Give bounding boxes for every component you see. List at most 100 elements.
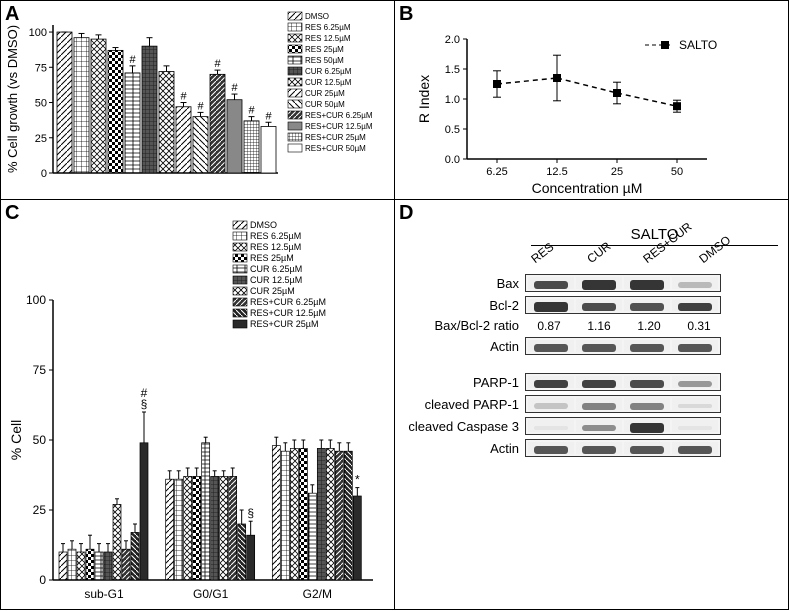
svg-text:RES 12.5µM: RES 12.5µM (250, 242, 301, 252)
band (528, 442, 574, 454)
panel-c-chart: 0255075100% Cellsub-G1§#G0/G1§G2/M*DMSOR… (1, 200, 396, 611)
svg-text:75: 75 (35, 62, 47, 74)
svg-text:RES+CUR 12.5µM: RES+CUR 12.5µM (250, 308, 326, 318)
panel-d: D SALTORESCURRES+CURDMSOBaxBcl-2Bax/Bcl-… (394, 199, 789, 610)
panel-d-blots: SALTORESCURRES+CURDMSOBaxBcl-2Bax/Bcl-2 … (405, 226, 778, 461)
band (672, 442, 718, 454)
svg-text:50: 50 (671, 166, 683, 178)
svg-text:Concentration µM: Concentration µM (532, 180, 643, 196)
svg-text:RES 25µM: RES 25µM (250, 253, 294, 263)
band (624, 277, 670, 289)
svg-text:#: # (180, 91, 187, 103)
row-label: Bax (405, 276, 525, 291)
svg-text:50: 50 (33, 433, 47, 447)
svg-text:RES+CUR 25µM: RES+CUR 25µM (250, 319, 318, 329)
svg-text:§: § (247, 506, 254, 520)
svg-text:RES 50µM: RES 50µM (305, 56, 344, 65)
svg-text:RES 25µM: RES 25µM (305, 45, 344, 54)
blot-strip (525, 395, 721, 413)
svg-text:0.0: 0.0 (445, 154, 460, 166)
band (624, 299, 670, 311)
band (624, 442, 670, 454)
svg-text:RES 12.5µM: RES 12.5µM (305, 34, 351, 43)
svg-text:*: * (355, 473, 360, 487)
svg-text:100: 100 (29, 27, 47, 39)
panel-c: C 0255075100% Cellsub-G1§#G0/G1§G2/M*DMS… (0, 199, 395, 610)
band (576, 299, 622, 311)
svg-text:25: 25 (35, 133, 47, 145)
svg-text:0: 0 (39, 573, 46, 587)
band (576, 442, 622, 454)
svg-text:1.0: 1.0 (445, 94, 460, 106)
ratio-value: 0.31 (675, 319, 723, 333)
svg-text:50: 50 (35, 98, 47, 110)
row-label: Bax/Bcl-2 ratio (405, 318, 525, 333)
svg-text:0.5: 0.5 (445, 124, 460, 136)
svg-text:CUR 6.25µM: CUR 6.25µM (250, 264, 302, 274)
svg-text:#: # (197, 100, 204, 112)
svg-text:CUR 25µM: CUR 25µM (305, 89, 345, 98)
band (576, 376, 622, 388)
ratio-row: Bax/Bcl-2 ratio0.871.161.200.31 (405, 318, 778, 333)
svg-text:25: 25 (33, 503, 47, 517)
band (624, 340, 670, 352)
row-label: PARP-1 (405, 375, 525, 390)
svg-text:75: 75 (33, 363, 47, 377)
panel-a-chart: 0255075100% Cell growth (vs DMSO)#######… (1, 1, 396, 201)
panel-b-label: B (399, 3, 413, 26)
band (624, 376, 670, 388)
blot-row: Bax (405, 274, 778, 292)
blot-strip (525, 417, 721, 435)
row-label: Bcl-2 (405, 298, 525, 313)
svg-text:CUR 50µM: CUR 50µM (305, 100, 345, 109)
blot-row: cleaved PARP-1 (405, 395, 778, 413)
svg-text:RES+CUR 6.25µM: RES+CUR 6.25µM (250, 297, 326, 307)
band (528, 277, 574, 289)
band (672, 398, 718, 410)
svg-text:CUR 12.5µM: CUR 12.5µM (250, 275, 302, 285)
blot-row: Actin (405, 337, 778, 355)
svg-text:SALTO: SALTO (679, 38, 717, 52)
svg-text:DMSO: DMSO (250, 220, 277, 230)
blot-strip (525, 337, 721, 355)
panel-a-label: A (5, 3, 19, 26)
band (672, 376, 718, 388)
blot-row: cleaved Caspase 3 (405, 417, 778, 435)
blot-strip (525, 373, 721, 391)
svg-text:RES+CUR 6.25µM: RES+CUR 6.25µM (305, 111, 373, 120)
svg-text:#: # (231, 82, 238, 94)
svg-text:25: 25 (611, 166, 623, 178)
svg-text:100: 100 (26, 293, 46, 307)
svg-text:6.25: 6.25 (486, 166, 507, 178)
svg-text:#: # (141, 386, 148, 400)
band (576, 277, 622, 289)
ratio-value: 1.16 (575, 319, 623, 333)
svg-text:CUR 12.5µM: CUR 12.5µM (305, 78, 352, 87)
svg-text:DMSO: DMSO (305, 12, 329, 21)
panel-b-chart: 0.00.51.01.52.0R Index6.2512.52550Concen… (395, 1, 789, 201)
blot-strip (525, 439, 721, 457)
band (576, 340, 622, 352)
band (528, 340, 574, 352)
band (624, 420, 670, 432)
svg-text:CUR 25µM: CUR 25µM (250, 286, 295, 296)
band (672, 277, 718, 289)
ratio-value: 0.87 (525, 319, 573, 333)
svg-text:RES 6.25µM: RES 6.25µM (250, 231, 301, 241)
svg-text:RES+CUR 50µM: RES+CUR 50µM (305, 144, 366, 153)
svg-text:CUR 6.25µM: CUR 6.25µM (305, 67, 352, 76)
band (528, 420, 574, 432)
svg-text:G2/M: G2/M (303, 587, 332, 601)
svg-text:#: # (214, 58, 221, 70)
svg-text:#: # (265, 110, 272, 122)
svg-text:% Cell growth (vs DMSO): % Cell growth (vs DMSO) (5, 25, 20, 173)
svg-text:#: # (129, 54, 136, 66)
panel-c-label: C (5, 202, 19, 225)
panel-a: A 0255075100% Cell growth (vs DMSO)#####… (0, 0, 395, 200)
band (672, 299, 718, 311)
band (576, 398, 622, 410)
band (672, 340, 718, 352)
band (624, 398, 670, 410)
svg-text:RES+CUR 12.5µM: RES+CUR 12.5µM (305, 122, 373, 131)
blot-row: Actin (405, 439, 778, 457)
